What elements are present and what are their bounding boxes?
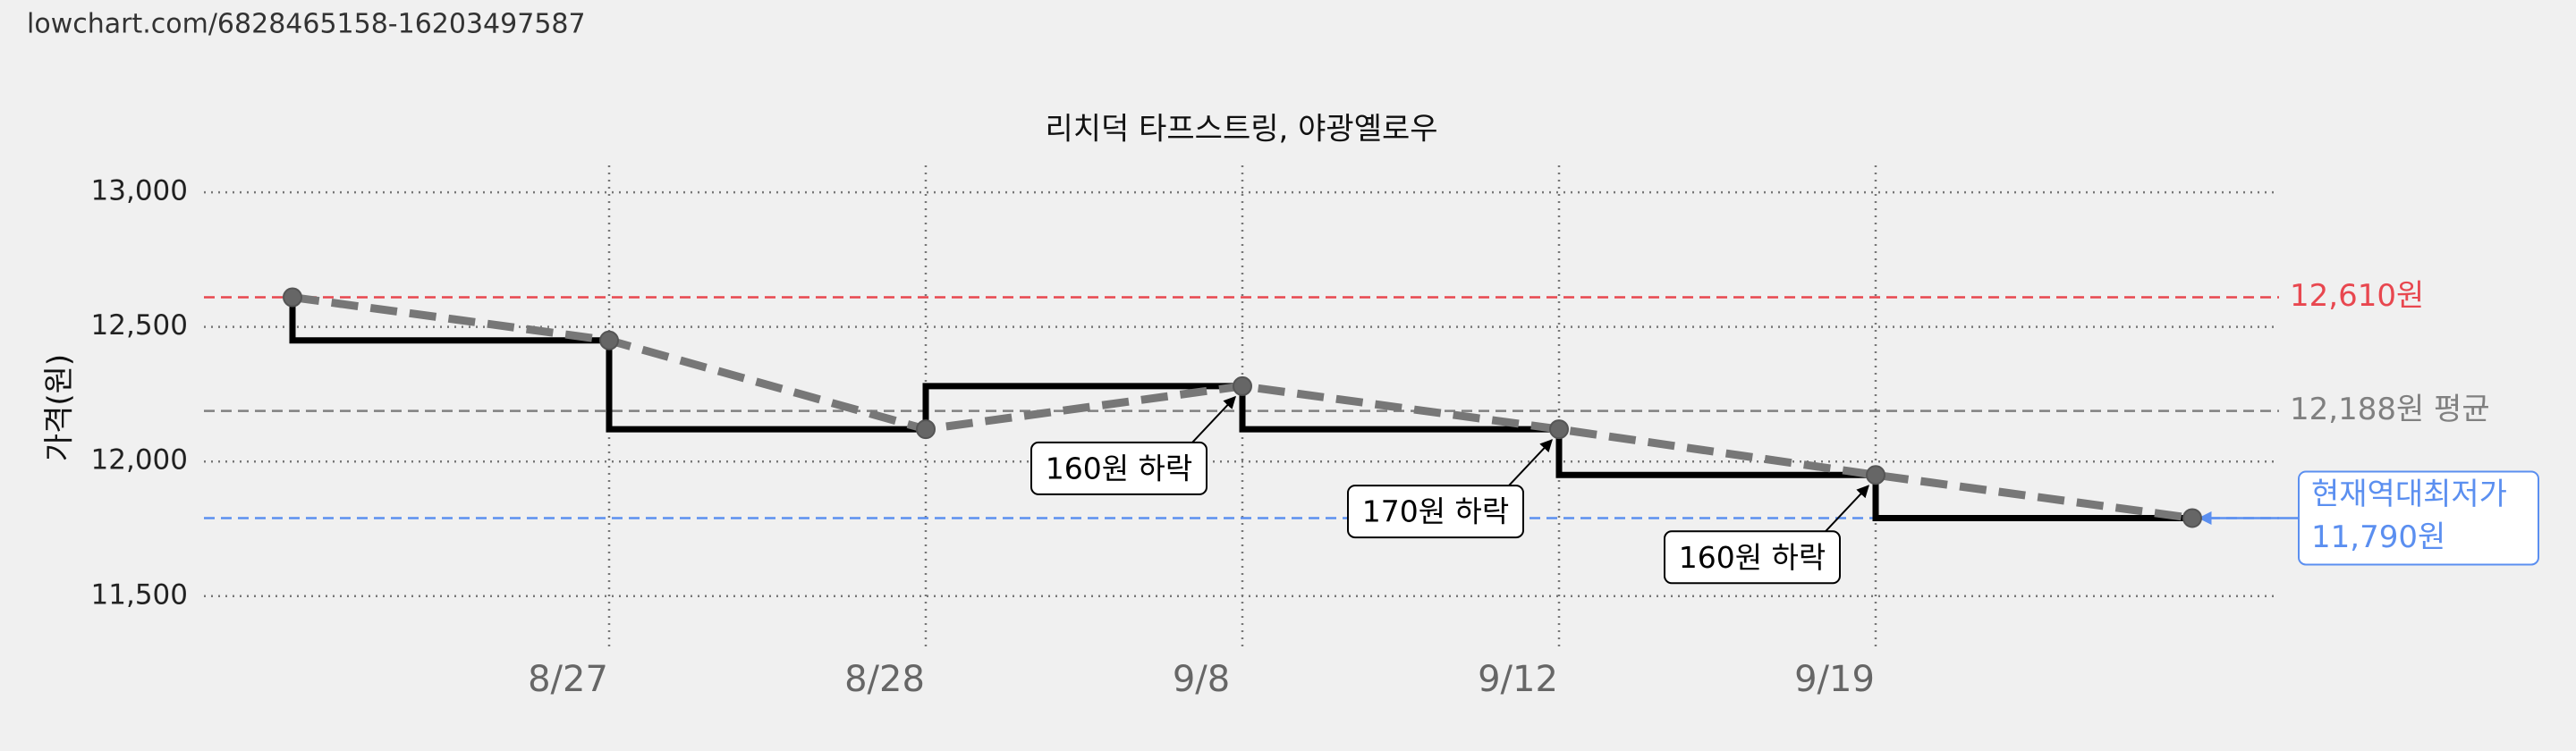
y-tick-label: 12,500 [91, 309, 188, 342]
annotation-arrow [1508, 439, 1553, 486]
price-point [599, 330, 619, 350]
annotation-text: 170원 하락 [1362, 494, 1510, 529]
price-point [1866, 465, 1885, 485]
price-point [1549, 419, 1569, 440]
reference-label: 12,188원 평균 [2290, 392, 2490, 427]
y-tick-label: 11,500 [91, 578, 188, 611]
price-point [2182, 508, 2202, 528]
x-tick-label: 9/19 [1794, 659, 1875, 700]
y-tick-label: 12,000 [91, 444, 188, 477]
annotation-text: 160원 하락 [1679, 540, 1826, 575]
x-tick-label: 8/27 [528, 659, 608, 700]
reference-label: 12,610원 [2290, 278, 2424, 314]
x-tick-label: 9/8 [1173, 659, 1230, 700]
y-axis-label: 가격(원) [42, 354, 78, 461]
annotation-box [1347, 485, 1524, 539]
price-point [1233, 376, 1252, 396]
x-tick-label: 8/28 [844, 659, 925, 700]
annotation-box [1030, 441, 1208, 495]
annotation-box [1664, 530, 1841, 585]
annotation-arrow [1825, 485, 1869, 532]
price-point [283, 287, 302, 308]
chart-title: 리치덕 타프스트링, 야광옐로우 [1045, 112, 1437, 148]
x-tick-label: 9/12 [1478, 659, 1558, 700]
reference-label: 현재역대최저가 [2311, 477, 2507, 512]
reference-label: 11,790원 [2311, 519, 2445, 555]
annotation-arrow [1191, 395, 1236, 443]
page-url: lowchart.com/6828465158-16203497587 [27, 9, 586, 40]
y-tick-label: 13,000 [91, 175, 188, 207]
annotation-text: 160원 하락 [1046, 451, 1193, 485]
price-point [916, 419, 936, 440]
